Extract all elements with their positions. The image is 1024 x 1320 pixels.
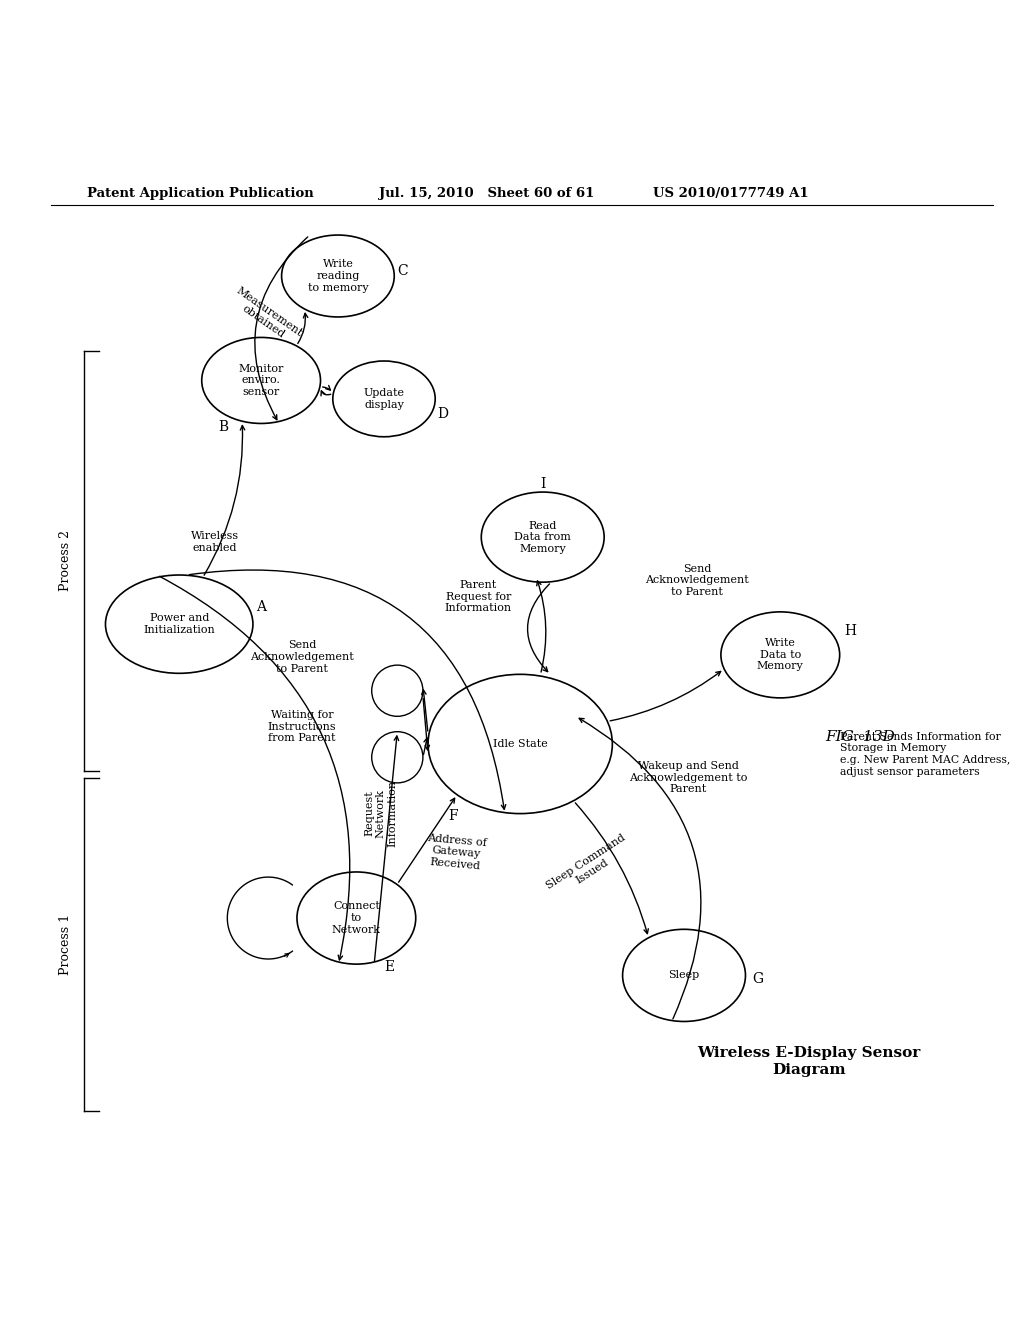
Text: US 2010/0177749 A1: US 2010/0177749 A1 <box>653 186 809 199</box>
Text: B: B <box>218 420 228 433</box>
Text: Request
Network
Information: Request Network Information <box>365 780 397 847</box>
Text: Wakeup and Send
Acknowledgement to
Parent: Wakeup and Send Acknowledgement to Paren… <box>629 762 748 795</box>
Text: FIG. 13D: FIG. 13D <box>825 730 895 743</box>
Text: Parent
Request for
Information: Parent Request for Information <box>444 579 512 612</box>
Text: Waiting for
Instructions
from Parent: Waiting for Instructions from Parent <box>267 710 337 743</box>
Text: Connect
to
Network: Connect to Network <box>332 902 381 935</box>
Text: Wireless
enabled: Wireless enabled <box>191 532 239 553</box>
Text: Power and
Initialization: Power and Initialization <box>143 614 215 635</box>
Text: Process 1: Process 1 <box>59 913 72 974</box>
Text: Sleep: Sleep <box>669 970 699 981</box>
Text: D: D <box>437 408 447 421</box>
Text: Monitor
enviro.
sensor: Monitor enviro. sensor <box>239 364 284 397</box>
Text: Address of
Gateway
Received: Address of Gateway Received <box>425 833 486 871</box>
Text: Read
Data from
Memory: Read Data from Memory <box>514 520 571 553</box>
Text: Write
reading
to memory: Write reading to memory <box>307 260 369 293</box>
Text: Jul. 15, 2010   Sheet 60 of 61: Jul. 15, 2010 Sheet 60 of 61 <box>379 186 594 199</box>
Text: Wireless E-Display Sensor
Diagram: Wireless E-Display Sensor Diagram <box>697 1047 921 1077</box>
Text: Measurement
obtained: Measurement obtained <box>228 285 304 348</box>
Text: Sleep Command
Issued: Sleep Command Issued <box>545 833 633 902</box>
Text: Send
Acknowledgement
to Parent: Send Acknowledgement to Parent <box>645 564 749 597</box>
Text: H: H <box>844 624 856 639</box>
Text: I: I <box>540 477 546 491</box>
Text: Update
display: Update display <box>364 388 404 409</box>
Text: Send
Acknowledgement
to Parent: Send Acknowledgement to Parent <box>250 640 354 673</box>
Text: G: G <box>753 973 763 986</box>
Text: Idle State: Idle State <box>493 739 548 748</box>
Text: C: C <box>397 264 408 279</box>
Text: Patent Application Publication: Patent Application Publication <box>87 186 313 199</box>
Text: Process 2: Process 2 <box>59 531 72 591</box>
Text: A: A <box>256 599 266 614</box>
Text: F: F <box>447 809 458 822</box>
Text: Parent Sends Information for
Storage in Memory
e.g. New Parent MAC Address,
adju: Parent Sends Information for Storage in … <box>840 731 1010 776</box>
Text: E: E <box>384 960 394 974</box>
Text: Write
Data to
Memory: Write Data to Memory <box>757 639 804 672</box>
